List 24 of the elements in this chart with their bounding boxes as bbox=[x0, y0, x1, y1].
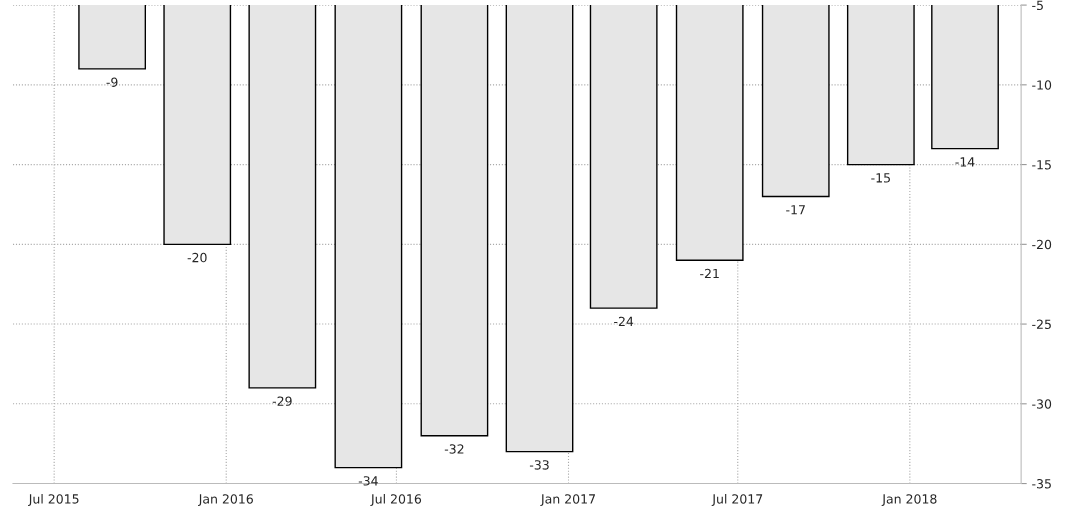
x-tick-label: Jan 2018 bbox=[881, 494, 937, 506]
y-tick-label: -10 bbox=[1032, 80, 1052, 90]
x-tick-label: Jan 2016 bbox=[198, 494, 253, 506]
y-tick-label: -5 bbox=[1032, 0, 1043, 11]
y-tick-label: -15 bbox=[1032, 160, 1051, 170]
data-label: -21 bbox=[700, 268, 719, 279]
x-tick-label: Jul 2016 bbox=[370, 493, 422, 506]
data-label: -24 bbox=[614, 316, 634, 326]
data-label: -14 bbox=[955, 157, 975, 167]
x-tick-label: Jul 2015 bbox=[28, 493, 79, 506]
data-label: -33 bbox=[529, 460, 549, 470]
y-tick-label: -25 bbox=[1032, 319, 1051, 329]
x-tick-label: Jan 2017 bbox=[540, 494, 595, 506]
x-tick-label: Jul 2017 bbox=[711, 493, 763, 506]
data-label: -9 bbox=[106, 77, 118, 87]
data-label: -17 bbox=[786, 205, 805, 215]
data-label: -15 bbox=[871, 173, 890, 183]
data-label: -20 bbox=[187, 252, 207, 263]
y-tick-label: -20 bbox=[1032, 239, 1052, 250]
y-tick-label: -30 bbox=[1032, 399, 1052, 409]
data-label: -32 bbox=[444, 444, 464, 454]
data-label: -29 bbox=[272, 396, 292, 406]
data-label: -34 bbox=[358, 476, 378, 486]
y-tick-label: -35 bbox=[1032, 479, 1051, 489]
